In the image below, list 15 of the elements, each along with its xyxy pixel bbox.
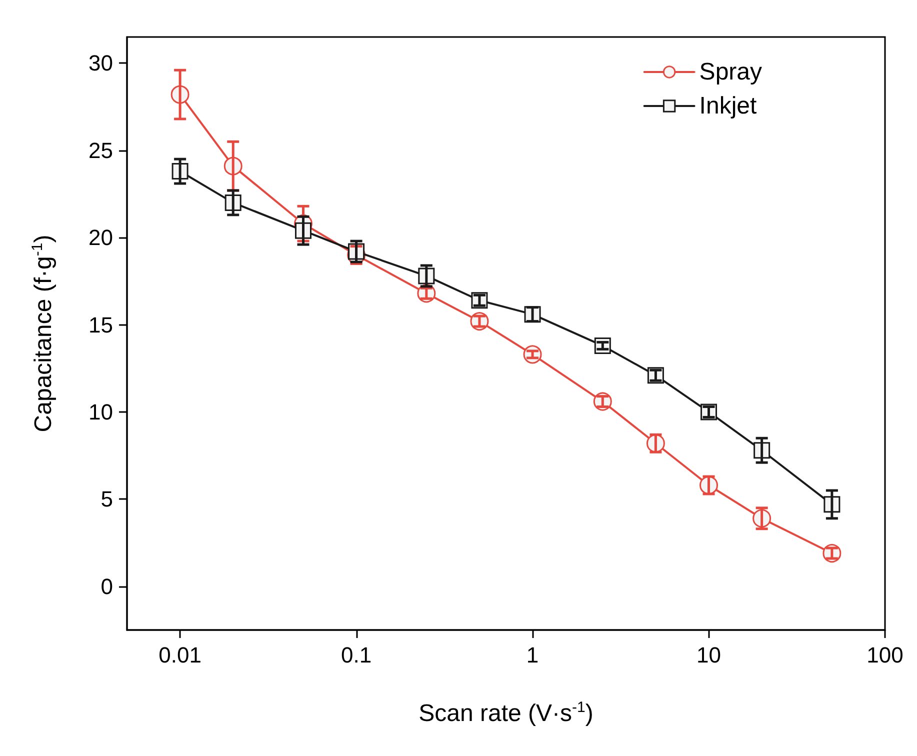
y-tick-label: 5	[100, 486, 113, 512]
x-tick-label: 1	[526, 642, 539, 668]
x-tick-label: 0.01	[158, 642, 202, 668]
y-tick-label: 10	[88, 399, 113, 424]
y-tick-label: 15	[88, 312, 113, 338]
x-tick-label: 0.1	[340, 642, 372, 668]
legend-label: Inkjet	[699, 92, 757, 120]
y-tick-label: 0	[100, 574, 113, 599]
y-tick-label: 25	[88, 138, 113, 163]
y-tick-label: 30	[88, 50, 113, 76]
x-tick-label: 10	[696, 642, 722, 668]
legend-label: Spray	[699, 58, 762, 86]
y-tick-label: 20	[88, 225, 113, 250]
y-axis-title: Capacitance (f·g-1)	[29, 234, 57, 432]
x-tick-label: 100	[866, 642, 904, 668]
